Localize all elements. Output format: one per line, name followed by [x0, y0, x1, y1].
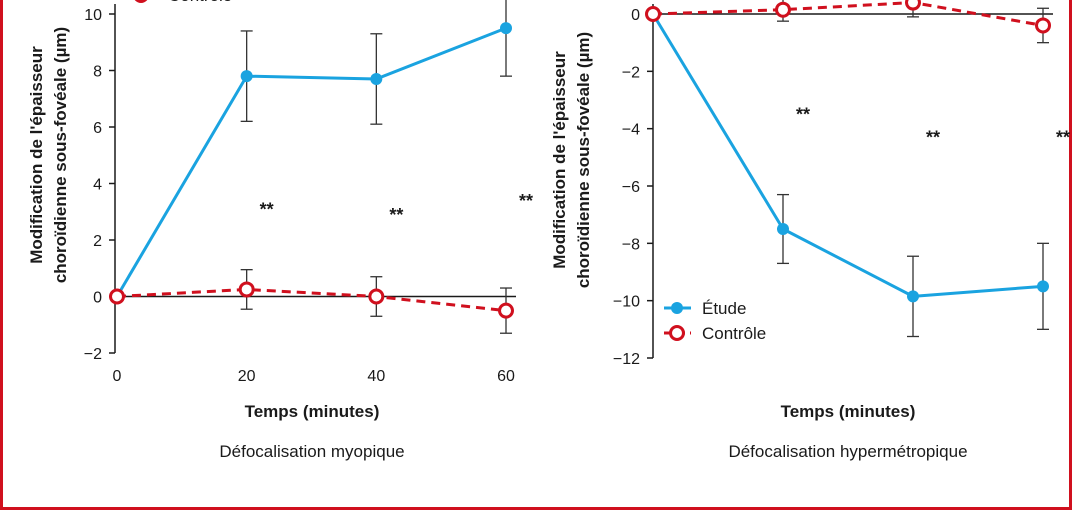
x-tick-label: 20: [238, 368, 256, 385]
y-axis-title-line1: Modification de l'épaisseur: [550, 51, 569, 269]
significance-label: **: [796, 105, 810, 125]
x-axis-title: Temps (minutes): [781, 402, 916, 421]
legend-label-control: Contrôle: [168, 0, 232, 5]
significance-label: **: [389, 205, 403, 225]
chart-myopic: Modification de l'épaisseur choroïdienne…: [27, 0, 533, 461]
plot-area: ** ** **: [109, 0, 533, 334]
y-ticks: 0 −2 −4 −6 −8 −10 −12: [613, 7, 653, 368]
y-tick-label: −4: [622, 122, 640, 139]
data-point-study: [370, 72, 383, 85]
data-point-study: [240, 70, 253, 83]
x-tick-label: 40: [367, 368, 385, 385]
legend: Étude Contrôle: [664, 299, 766, 343]
data-point-control: [645, 6, 661, 22]
y-ticks: 10 8 6 4 2 0 −2: [84, 7, 115, 363]
data-point-control: [238, 281, 255, 298]
data-point-study: [907, 290, 919, 303]
plot-area: ** ** **: [645, 0, 1070, 338]
legend: Contrôle: [134, 0, 232, 5]
y-axis-title-line1: Modification de l'épaisseur: [27, 46, 46, 264]
chart-caption: Défocalisation hypermétropique: [728, 442, 967, 461]
data-point-control: [498, 302, 514, 319]
data-point-control: [368, 288, 385, 305]
y-tick-label: −6: [622, 179, 640, 196]
y-tick-label: −8: [622, 236, 640, 253]
x-axis-title: Temps (minutes): [245, 402, 380, 421]
legend-marker-control: [669, 325, 685, 341]
series-line-control: [652, 1, 1044, 27]
significance-label: **: [260, 199, 274, 219]
y-tick-label: −2: [84, 346, 102, 363]
significance-label: **: [1056, 128, 1070, 148]
axes: [114, 4, 516, 353]
chart-hyperopic: Modification de l'épaisseur choroïdienne…: [550, 0, 1070, 461]
data-point-study: [500, 22, 512, 35]
y-axis-title-line2: choroïdienne sous-fovéale (µm): [51, 27, 70, 283]
legend-label-study: Étude: [702, 299, 746, 318]
chart-caption: Défocalisation myopique: [219, 442, 404, 461]
y-tick-label: 0: [631, 7, 640, 24]
data-point-control: [109, 288, 125, 305]
legend-label-control: Contrôle: [702, 324, 766, 343]
x-ticks: 0 20 40 60: [113, 368, 515, 385]
y-tick-label: 2: [93, 233, 102, 250]
series-line-study: [651, 13, 1044, 298]
y-tick-label: −2: [622, 64, 640, 81]
data-point-control: [905, 0, 921, 11]
significance-label: **: [519, 191, 533, 211]
series-line-control: [116, 287, 507, 313]
x-tick-label: 60: [497, 368, 515, 385]
y-tick-label: 6: [93, 120, 102, 137]
x-tick-label: 0: [113, 368, 122, 385]
data-point-study: [1037, 280, 1049, 293]
series-line-study: [115, 26, 507, 298]
legend-marker-control: [134, 0, 148, 3]
y-axis-title-line2: choroïdienne sous-fovéale (µm): [574, 32, 593, 288]
y-tick-label: −12: [613, 351, 640, 368]
y-tick-label: 8: [93, 64, 102, 81]
data-point-study: [777, 223, 789, 235]
y-tick-label: 10: [84, 7, 102, 24]
y-tick-label: −10: [613, 294, 640, 311]
data-point-control: [775, 1, 791, 18]
data-point-control: [1035, 17, 1051, 34]
y-tick-label: 0: [93, 290, 102, 307]
significance-label: **: [926, 128, 940, 148]
y-tick-label: 4: [93, 177, 102, 194]
legend-marker-study: [671, 302, 683, 314]
